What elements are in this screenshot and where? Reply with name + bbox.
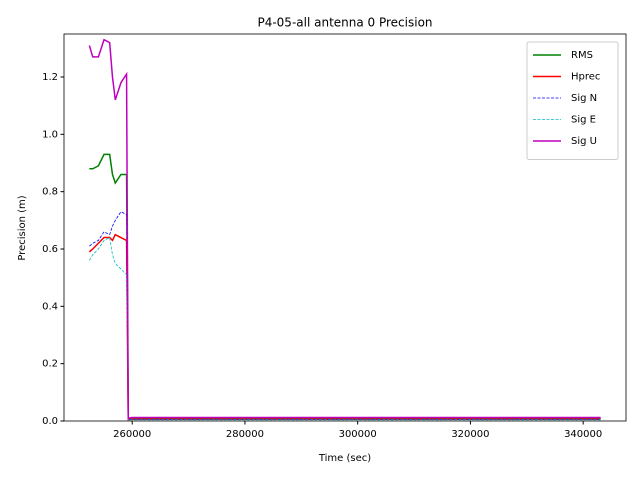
x-tick-label: 280000 bbox=[226, 429, 264, 440]
plot-frame bbox=[63, 33, 627, 422]
y-tick-label: 0.2 bbox=[42, 359, 58, 370]
y-tick-label: 0.8 bbox=[42, 187, 58, 198]
y-tick-label: 0.0 bbox=[42, 416, 58, 427]
legend-box bbox=[526, 41, 619, 160]
y-axis-label: Precision (m) bbox=[17, 195, 28, 260]
legend-label: Sig U bbox=[571, 136, 597, 147]
series-line bbox=[89, 236, 601, 421]
x-tick-label: 340000 bbox=[564, 429, 602, 440]
y-tick-label: 1.0 bbox=[42, 129, 58, 140]
y-tick-label: 1.2 bbox=[42, 72, 58, 83]
x-axis-label: Time (sec) bbox=[318, 453, 371, 464]
y-tick-label: 0.6 bbox=[42, 244, 58, 255]
legend-label: RMS bbox=[571, 50, 593, 61]
series-line bbox=[88, 38, 601, 419]
legend-label: Sig N bbox=[571, 93, 597, 104]
x-tick-label: 300000 bbox=[339, 429, 377, 440]
legend-label: Sig E bbox=[571, 115, 596, 126]
y-tick-label: 0.4 bbox=[42, 301, 58, 312]
legend-label: Hprec bbox=[571, 72, 600, 83]
chart-title: P4-05-all antenna 0 Precision bbox=[257, 16, 432, 30]
x-tick-label: 260000 bbox=[113, 429, 151, 440]
x-tick-label: 320000 bbox=[451, 429, 489, 440]
